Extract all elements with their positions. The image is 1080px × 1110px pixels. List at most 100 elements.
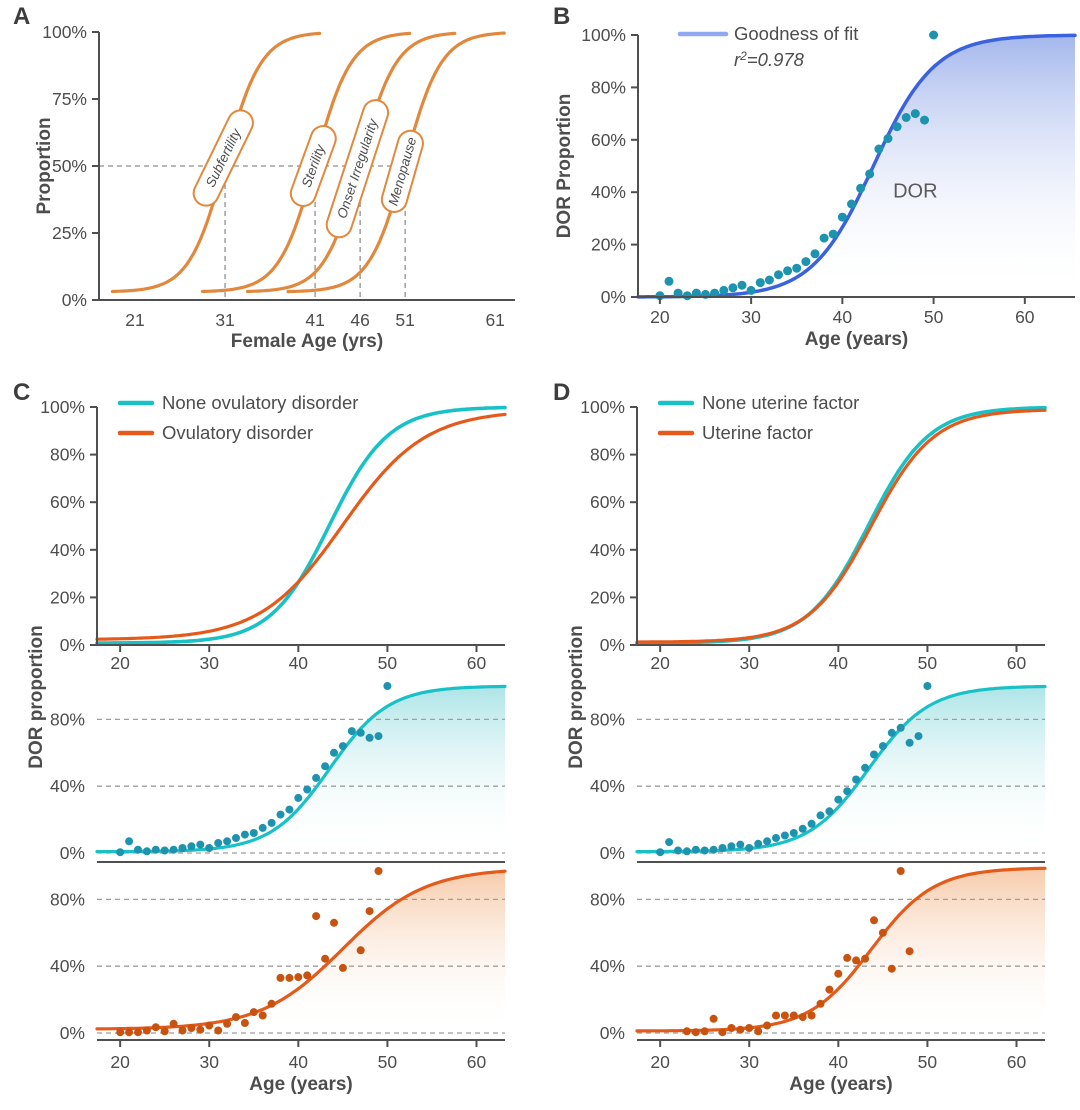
scatter-dot <box>691 1028 700 1037</box>
scatter-dot <box>736 840 745 849</box>
panel-d-mini-plot-1: 0% 40% 80% 20 30 40 50 60 <box>590 866 1047 1072</box>
scatter-dot <box>755 278 765 288</box>
x-tick-label: 30 <box>200 1052 220 1072</box>
x-tick-label: 40 <box>829 653 849 673</box>
scatter-dot <box>691 288 701 298</box>
x-tick-label: 41 <box>305 310 324 330</box>
panel-b-plot: DOR 0% 20% 40% 60% 80% 100% 20 30 40 50 60 <box>581 25 1077 327</box>
y-axis-title: DOR Proportion <box>554 94 575 239</box>
x-tick-label: 60 <box>1015 307 1035 327</box>
y-tick-label: 20% <box>591 235 626 255</box>
scatter-dot <box>294 973 303 982</box>
x-tick-label: 50 <box>378 1052 398 1072</box>
scatter-dot <box>807 819 816 828</box>
x-tick-label: 30 <box>741 307 761 327</box>
scatter-dot <box>861 763 870 772</box>
panel-c-top-plot: 0% 20% 40% 60% 80% 100% 20 30 40 50 60 <box>40 397 507 673</box>
x-tick-label: 50 <box>378 653 398 673</box>
x-tick-label: 61 <box>485 310 504 330</box>
scatter-dot <box>383 682 392 690</box>
legend-label: None ovulatory disorder <box>162 392 358 413</box>
scatter-dot <box>728 283 738 293</box>
area-annotation: DOR <box>893 180 937 202</box>
x-tick-label: 30 <box>740 1052 760 1072</box>
scatter-dot <box>267 818 276 827</box>
legend-label: None uterine factor <box>702 392 859 413</box>
scatter-dot <box>718 1028 727 1037</box>
y-tick-label: 60% <box>591 130 626 150</box>
scatter-dot <box>780 831 789 840</box>
y-axis-title: Proportion <box>34 117 55 214</box>
scatter-dot <box>205 1021 214 1030</box>
y-tick-label: 0% <box>62 290 87 310</box>
scatter-dot <box>214 839 223 847</box>
scatter-dot <box>356 946 365 955</box>
fit-curve <box>95 869 507 1031</box>
x-tick-label: 20 <box>650 307 670 327</box>
y-tick-label: 40% <box>591 182 626 202</box>
area-fill <box>638 35 1075 298</box>
scatter-dot <box>736 1025 745 1034</box>
scatter-dot <box>276 973 285 982</box>
panel-d-mini-plot-0: 0% 40% 80% <box>590 682 1047 863</box>
scatter-dot <box>896 723 905 732</box>
scatter-dot <box>861 954 870 963</box>
x-axis-title: Age (years) <box>805 329 909 350</box>
scatter-points <box>656 682 932 857</box>
scatter-dot <box>240 1019 249 1027</box>
scatter-dot <box>929 30 939 40</box>
panel-a-letter: A <box>13 3 31 30</box>
scatter-dot <box>892 122 902 132</box>
panel-c-legend: None ovulatory disorder Ovulatory disorde… <box>117 392 358 443</box>
scatter-dot <box>276 810 285 819</box>
scatter-dot <box>878 928 887 937</box>
scatter-dot <box>843 787 852 796</box>
y-tick-label: 25% <box>52 223 87 243</box>
y-axis-title: DOR proportion <box>26 625 47 769</box>
scatter-dot <box>870 750 878 759</box>
scatter-dot <box>789 1011 798 1020</box>
panel-b-chart: DOR 0% 20% 40% 60% 80% 100% 20 30 40 50 60 Goodness … <box>554 23 1077 350</box>
y-tick-label: 80% <box>50 889 85 909</box>
scatter-dot <box>312 773 321 782</box>
panel-d-chart: 0% 20% 40% 60% 80% 100% 20 30 40 50 60 None uterine… <box>566 392 1047 1095</box>
scatter-dot <box>700 846 709 855</box>
legend-label: Goodness of fit <box>734 23 858 44</box>
x-tick-label: 50 <box>918 653 938 673</box>
panel-d-legend: None uterine factor Uterine factor <box>657 392 859 443</box>
y-tick-label: 80% <box>590 709 625 729</box>
legend: Goodness of fit r2=0.978 <box>677 23 858 70</box>
legend-label: Uterine factor <box>702 422 813 443</box>
x-tick-label: 20 <box>650 653 670 673</box>
scatter-dot <box>258 1011 267 1020</box>
scatter-dot <box>125 837 134 846</box>
y-tick-label: 40% <box>50 956 85 976</box>
curve-pill-label: Onset Irregularity <box>325 99 390 239</box>
curve-pill-label: Menopause <box>380 129 424 213</box>
panel-b-letter: B <box>553 3 571 30</box>
scatter-dot <box>365 907 374 916</box>
scatter-dot <box>780 1011 789 1020</box>
y-tick-label: 75% <box>52 89 87 109</box>
scatter-dot <box>303 971 312 980</box>
scatter-dot <box>134 845 142 854</box>
scatter-dot <box>920 115 929 125</box>
scatter-dot <box>887 728 896 737</box>
scatter-dot <box>754 1027 763 1036</box>
y-tick-label: 0% <box>600 635 625 655</box>
pill-outline <box>289 125 337 207</box>
scatter-dot <box>673 288 683 298</box>
scatter-dot <box>709 1014 718 1023</box>
scatter-dot <box>321 954 330 963</box>
x-tick-label: 20 <box>650 1052 670 1072</box>
scatter-dot <box>825 985 834 994</box>
scatter-dot <box>312 912 321 921</box>
scatter-dot <box>356 728 365 737</box>
x-tick-label: 21 <box>125 310 144 330</box>
scatter-dot <box>763 837 772 846</box>
panel-c-mini-plot-0: 0% 40% 80% <box>50 682 507 863</box>
x-tick-label: 31 <box>215 310 234 330</box>
scatter-dot <box>834 795 843 804</box>
scatter-dot <box>896 867 905 875</box>
